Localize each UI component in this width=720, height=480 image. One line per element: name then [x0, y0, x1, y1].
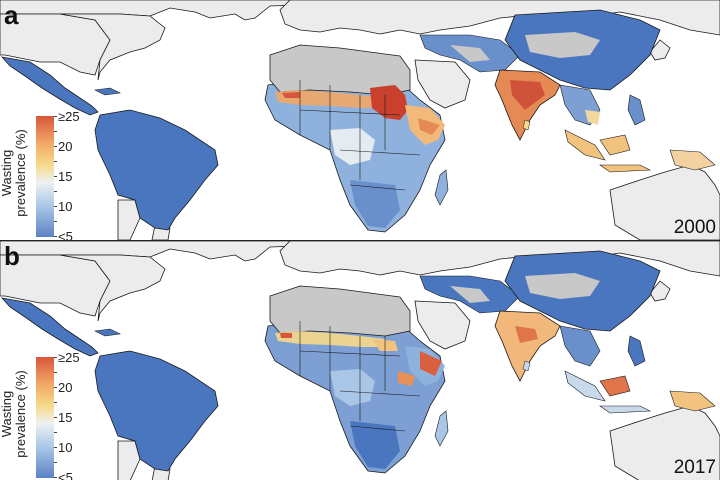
region-south-america: [94, 350, 219, 472]
legend-tick-label: 10: [58, 440, 73, 455]
legend-tick: [54, 116, 57, 117]
legend-tick: [54, 236, 57, 237]
legend-color-bar: [36, 357, 54, 478]
legend-tick-label: 20: [58, 139, 73, 154]
legend-tick: [54, 417, 57, 418]
map-panel-2000: a 2000 Wasting prevalence (%) ≥25 20 15 …: [0, 0, 720, 241]
legend-tick: [54, 191, 57, 192]
legend-tick: [54, 432, 57, 433]
legend-color-bar: [36, 116, 54, 237]
world-map-2017: [0, 241, 720, 480]
legend-tick-label: <5: [58, 229, 73, 241]
region-mexico-central-america: [0, 56, 99, 116]
panel-label: b: [4, 241, 20, 271]
region-south-america: [94, 109, 219, 231]
legend-title: Wasting prevalence (%): [0, 129, 28, 217]
legend-tick: [54, 372, 57, 373]
legend-tick: [54, 387, 57, 388]
legend-tick: [54, 206, 57, 207]
year-label: 2000: [673, 217, 716, 238]
legend-tick-label: 20: [58, 380, 73, 395]
legend-tick-label: <5: [58, 470, 73, 480]
legend-tick: [54, 131, 57, 132]
color-legend: Wasting prevalence (%) ≥25 20 15 10 <5: [0, 351, 84, 480]
year-label: 2017: [673, 457, 716, 478]
legend-tick: [54, 402, 57, 403]
legend-tick-label: 10: [58, 199, 73, 214]
legend-tick-label: 15: [58, 169, 73, 184]
legend-tick: [54, 477, 57, 478]
legend-title: Wasting prevalence (%): [0, 370, 28, 458]
legend-tick: [54, 447, 57, 448]
world-map-2000: [0, 0, 720, 240]
region-india: [494, 310, 561, 382]
legend-tick-label: 15: [58, 410, 73, 425]
color-legend: Wasting prevalence (%) ≥25 20 15 10 <5: [0, 110, 84, 241]
panel-label: a: [4, 0, 19, 30]
legend-tick: [54, 146, 57, 147]
map-panel-2017: b 2017 Wasting prevalence (%) ≥25 20 15 …: [0, 241, 720, 480]
legend-tick: [54, 357, 57, 358]
legend-tick-label: ≥25: [58, 350, 80, 365]
legend-tick-label: ≥25: [58, 109, 80, 124]
legend-tick: [54, 176, 57, 177]
legend-tick: [54, 161, 57, 162]
legend-tick: [54, 462, 57, 463]
region-mexico-central-america: [0, 297, 99, 357]
legend-tick: [54, 221, 57, 222]
